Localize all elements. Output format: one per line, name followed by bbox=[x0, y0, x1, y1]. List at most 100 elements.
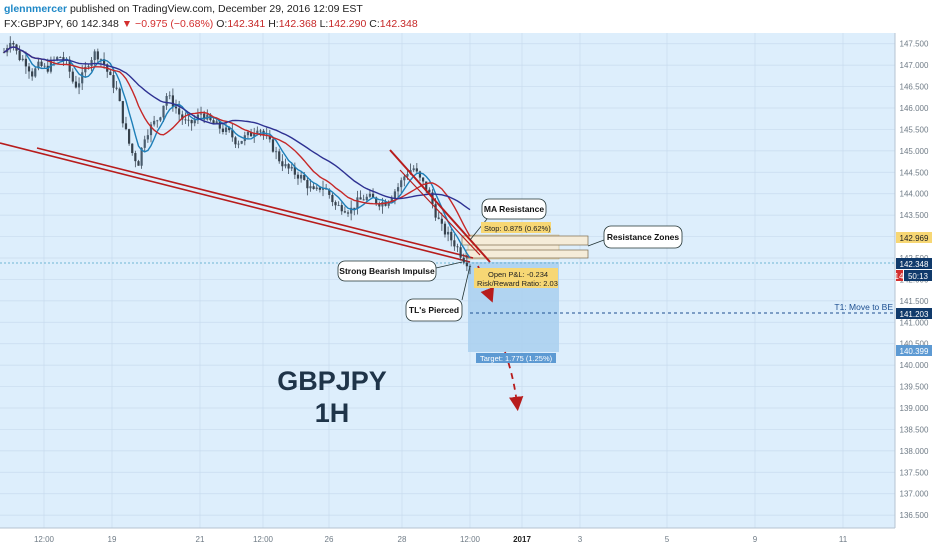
candle-body bbox=[112, 75, 115, 88]
stop-price-marker bbox=[896, 232, 932, 243]
candle-body bbox=[393, 191, 397, 198]
price-tick-19: 138.000 bbox=[900, 447, 929, 456]
resistance-zone-lower[interactable] bbox=[465, 249, 589, 259]
candle-body bbox=[321, 188, 325, 190]
trendline-short[interactable] bbox=[389, 149, 491, 263]
low-key: L: bbox=[319, 18, 329, 30]
t1-label: T1: Move to BE bbox=[834, 302, 893, 312]
t1-price-marker-text: 141.203 bbox=[900, 310, 929, 319]
candle-body bbox=[462, 257, 465, 263]
target-price-marker-text: 140.399 bbox=[900, 347, 929, 356]
resistance-zones-label: Resistance Zones bbox=[607, 232, 680, 242]
candle-body bbox=[115, 87, 118, 89]
time-tick-10: 9 bbox=[753, 535, 758, 544]
price-tick-13: 141.000 bbox=[900, 318, 929, 327]
time-tick-3: 12:00 bbox=[253, 535, 274, 544]
candle-body bbox=[40, 61, 43, 67]
price-tick-8: 143.500 bbox=[900, 211, 929, 220]
candle-body bbox=[303, 174, 306, 181]
candle-body bbox=[62, 57, 65, 61]
candle-body bbox=[287, 164, 290, 169]
time-axis[interactable] bbox=[0, 528, 932, 550]
candle-body bbox=[159, 117, 162, 121]
candle-body bbox=[249, 131, 253, 137]
candle-body bbox=[450, 231, 453, 241]
candle-body bbox=[149, 124, 153, 136]
ma-fast-line[interactable] bbox=[3, 46, 471, 259]
candle-body bbox=[134, 153, 137, 162]
price-tick-14: 140.500 bbox=[900, 340, 929, 349]
candle-body bbox=[162, 105, 165, 118]
price-tick-16: 139.500 bbox=[900, 383, 929, 392]
candle-body bbox=[187, 119, 190, 121]
candle-body bbox=[153, 120, 156, 125]
candle-body bbox=[181, 114, 184, 120]
candle-body bbox=[315, 187, 318, 190]
candle-body bbox=[165, 96, 168, 106]
candle-body bbox=[81, 72, 84, 84]
candle-body bbox=[212, 120, 215, 124]
candle-body bbox=[346, 212, 350, 214]
pnl-box bbox=[474, 268, 558, 288]
candle-body bbox=[146, 135, 149, 140]
target-label: Target: 1.775 (1.25%) bbox=[480, 354, 553, 363]
trendline-lower[interactable] bbox=[0, 142, 471, 263]
symbol-label[interactable]: FX:GBPJPY, 60 bbox=[4, 18, 78, 30]
author-link[interactable]: glennmercer bbox=[4, 3, 68, 15]
publish-line: glennmercer published on TradingView.com… bbox=[4, 3, 363, 15]
price-tick-2: 146.500 bbox=[900, 83, 929, 92]
price-tick-17: 139.000 bbox=[900, 404, 929, 413]
ma-slow-line[interactable] bbox=[3, 46, 471, 211]
candle-body bbox=[268, 136, 271, 140]
candle-body bbox=[215, 121, 218, 124]
trendline-short-inner[interactable] bbox=[399, 169, 481, 256]
ma-mid-line[interactable] bbox=[3, 46, 471, 237]
candle-body bbox=[156, 120, 159, 122]
candle-body bbox=[412, 168, 415, 171]
candle-body bbox=[459, 247, 462, 258]
candle-body bbox=[59, 57, 62, 58]
stop-label-box bbox=[481, 222, 551, 233]
open-pnl-label: Open P&L: -0.234 bbox=[488, 270, 548, 279]
candle-body bbox=[178, 108, 181, 115]
price-tick-12: 141.500 bbox=[900, 297, 929, 306]
candle-body bbox=[447, 231, 450, 235]
candle-body bbox=[318, 187, 321, 190]
candle-body bbox=[271, 139, 275, 152]
price-chart[interactable]: 147.500 147.000 146.500 146.000 145.500 145.0… bbox=[0, 33, 932, 550]
candle-body bbox=[128, 129, 131, 144]
candle-body bbox=[24, 58, 27, 67]
price-tick-6: 144.500 bbox=[900, 168, 929, 177]
time-tick-9: 5 bbox=[665, 535, 670, 544]
candle-body bbox=[18, 50, 21, 60]
candle-body bbox=[337, 205, 340, 206]
target-label-box bbox=[476, 353, 556, 363]
candle-body bbox=[425, 181, 428, 190]
candle-body bbox=[300, 174, 303, 179]
countdown-text: 50:13 bbox=[908, 272, 929, 281]
resistance-zone-upper[interactable] bbox=[461, 235, 589, 246]
candle-body bbox=[199, 113, 203, 115]
candle-body bbox=[259, 130, 262, 132]
candle-body bbox=[356, 197, 359, 209]
moving-averages bbox=[3, 46, 471, 259]
time-tick-4: 26 bbox=[325, 535, 334, 544]
candle-body bbox=[218, 121, 221, 129]
close-value: 142.348 bbox=[379, 18, 418, 30]
candle-body bbox=[56, 57, 59, 60]
candle-body bbox=[224, 127, 228, 132]
candle-body bbox=[359, 197, 362, 200]
price-tick-20: 137.500 bbox=[900, 468, 929, 477]
last-price-label: 142.348 bbox=[80, 18, 119, 30]
price-tick-1: 147.000 bbox=[900, 61, 929, 70]
candle-body bbox=[93, 51, 96, 61]
candle-body bbox=[96, 51, 99, 60]
candle-body bbox=[131, 143, 134, 154]
candle-body bbox=[296, 174, 300, 179]
trendline-lower-parallel[interactable] bbox=[36, 147, 474, 259]
time-tick-1: 19 bbox=[108, 535, 117, 544]
candle-body bbox=[231, 130, 234, 138]
candle-body bbox=[418, 171, 422, 178]
strong-bearish-label: Strong Bearish Impulse bbox=[339, 266, 435, 276]
open-value: 142.341 bbox=[227, 18, 266, 30]
